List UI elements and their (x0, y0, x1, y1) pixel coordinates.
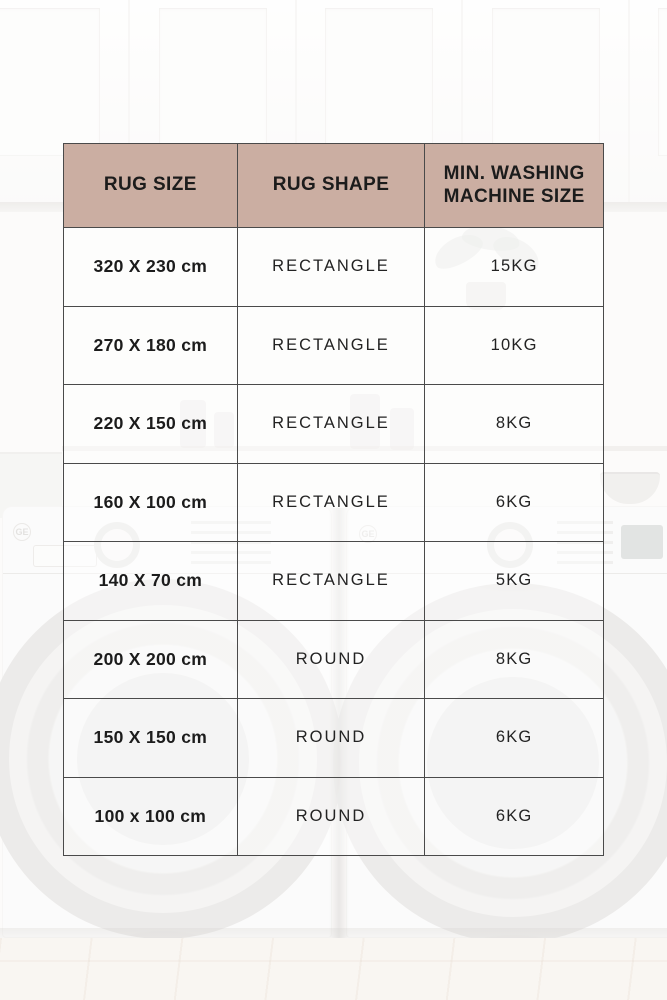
cell-rug-size: 160 X 100 cm (64, 463, 238, 542)
cell-rug-shape: ROUND (237, 777, 426, 856)
cell-rug-shape: RECTANGLE (237, 228, 426, 307)
cell-rug-shape: ROUND (237, 620, 426, 699)
cell-rug-shape: RECTANGLE (237, 463, 426, 542)
cell-machine-size: 6KG (425, 699, 604, 778)
cell-rug-shape: RECTANGLE (237, 542, 426, 621)
cell-rug-size: 200 X 200 cm (64, 620, 238, 699)
cell-rug-size: 320 X 230 cm (64, 228, 238, 307)
header-cell-machine-size: MIN. WASHING MACHINE SIZE (425, 144, 604, 228)
cell-machine-size: 6KG (425, 463, 604, 542)
header-cell-rug-shape: RUG SHAPE (237, 144, 426, 228)
header-cell-rug-size: RUG SIZE (64, 144, 238, 228)
cell-machine-size: 6KG (425, 777, 604, 856)
cell-rug-shape: ROUND (237, 699, 426, 778)
cell-rug-shape: RECTANGLE (237, 385, 426, 464)
cell-rug-size: 270 X 180 cm (64, 306, 238, 385)
cell-machine-size: 8KG (425, 385, 604, 464)
cell-rug-shape: RECTANGLE (237, 306, 426, 385)
cell-machine-size: 10KG (425, 306, 604, 385)
cell-rug-size: 140 X 70 cm (64, 542, 238, 621)
cell-rug-size: 150 X 150 cm (64, 699, 238, 778)
cell-machine-size: 5KG (425, 542, 604, 621)
cell-rug-size: 220 X 150 cm (64, 385, 238, 464)
cell-machine-size: 8KG (425, 620, 604, 699)
cell-rug-size: 100 x 100 cm (64, 777, 238, 856)
cell-machine-size: 15KG (425, 228, 604, 307)
rug-size-table: RUG SIZE RUG SHAPE MIN. WASHING MACHINE … (63, 143, 604, 856)
